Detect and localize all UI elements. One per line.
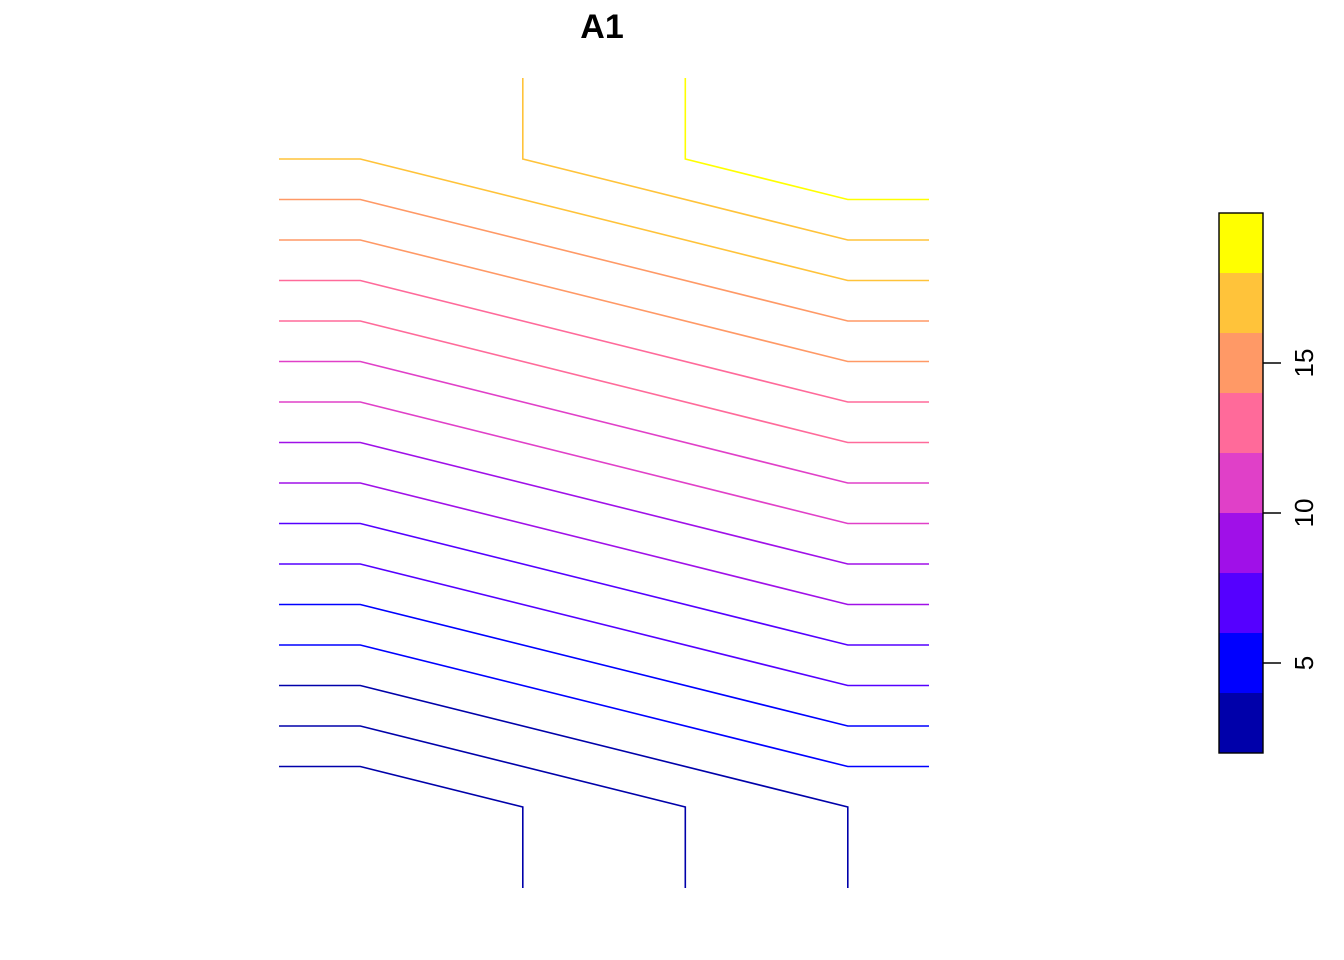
- legend-band-10-12: [1219, 453, 1263, 513]
- legend-frame: [1218, 212, 1264, 754]
- legend-band-6-8: [1219, 573, 1263, 633]
- contour-line-level-18: [521, 78, 929, 241]
- contour-line-level-4: [279, 684, 849, 888]
- color-legend: 5 10 15: [1218, 212, 1319, 754]
- legend-tick-label-15: 15: [1289, 349, 1319, 378]
- contour-line-level-8: [279, 522, 929, 646]
- contour-line-level-5: [279, 644, 929, 768]
- legend-band-18-20: [1219, 213, 1263, 273]
- legend-band-12-14: [1219, 393, 1263, 453]
- contour-line-level-15: [279, 239, 929, 363]
- contour-line-level-3: [279, 725, 687, 888]
- legend-band-4-6: [1219, 633, 1263, 693]
- legend-tick-label-5: 5: [1289, 656, 1319, 670]
- contour-line-level-17: [279, 158, 929, 282]
- contour-line-level-2: [279, 765, 524, 888]
- contour-line-level-14: [279, 279, 929, 403]
- contour-line-level-10: [279, 441, 929, 565]
- legend-tick-label-10: 10: [1289, 499, 1319, 528]
- chart-title: A1: [580, 8, 623, 46]
- contour-line-level-6: [279, 603, 929, 727]
- legend-band-14-16: [1219, 333, 1263, 393]
- contour-line-level-11: [279, 401, 929, 525]
- contour-line-level-19: [684, 78, 929, 201]
- legend-band-8-10: [1219, 513, 1263, 573]
- contour-lines: [279, 78, 929, 888]
- contour-line-level-16: [279, 198, 929, 322]
- legend-band-16-18: [1219, 273, 1263, 333]
- contour-line-level-13: [279, 320, 929, 444]
- legend-band-2-4: [1219, 693, 1263, 753]
- contour-line-level-12: [279, 360, 929, 484]
- contour-line-level-7: [279, 563, 929, 687]
- contour-line-level-9: [279, 482, 929, 606]
